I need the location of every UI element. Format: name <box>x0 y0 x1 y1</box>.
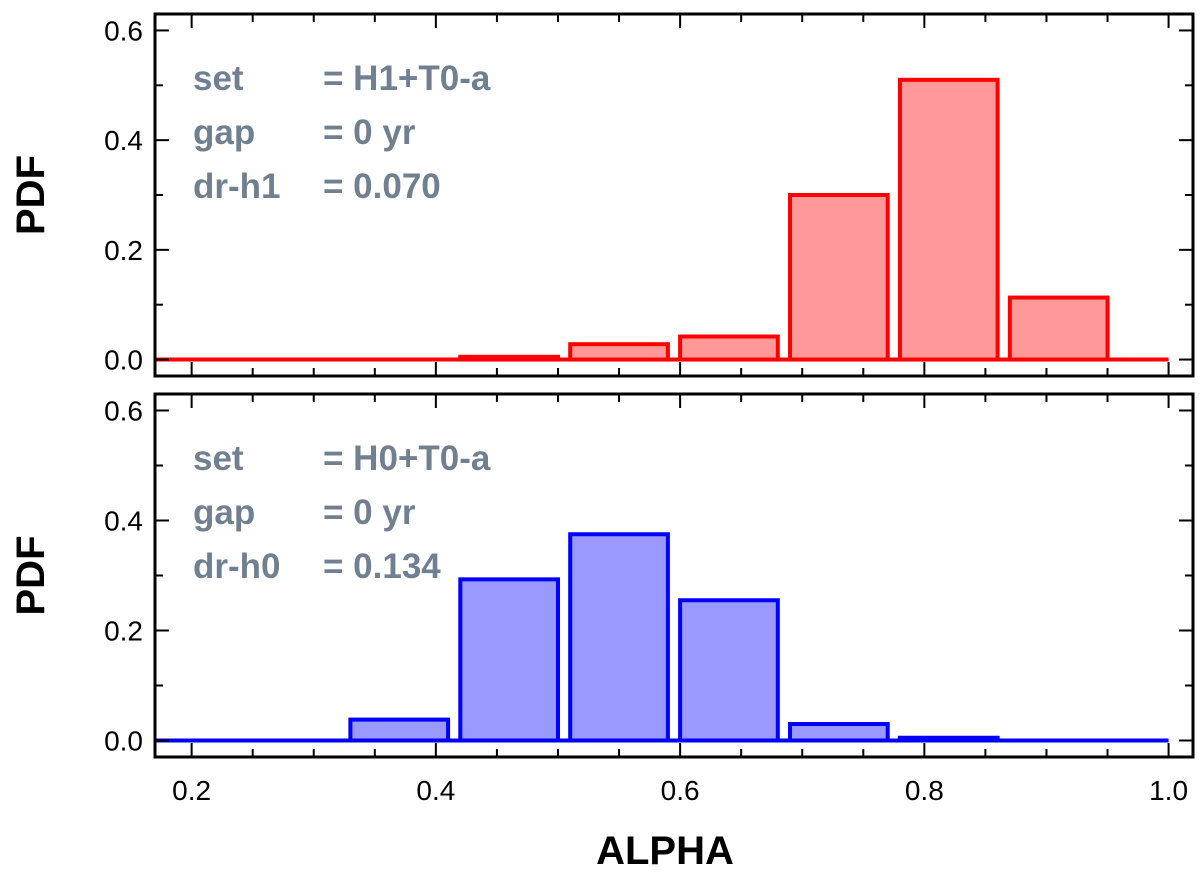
histogram-bar <box>678 598 780 743</box>
annotation-value: = 0.134 <box>323 547 441 586</box>
y-tick-label: 0.4 <box>104 506 143 537</box>
bottom-panel-y-tick-labels: 0.0 0.2 0.4 0.6 <box>104 396 143 757</box>
bottom-panel: 0.0 0.2 0.4 0.6 PDF set = H0+T0-a gap = … <box>9 392 1195 806</box>
annotation-key: gap <box>193 113 255 152</box>
top-panel-y-axis-title: PDF <box>9 155 53 235</box>
histogram-bar <box>897 77 1000 362</box>
bottom-panel-ticks <box>155 394 1193 757</box>
histogram-bar <box>568 532 670 743</box>
annotation-key: dr-h1 <box>193 167 281 206</box>
annotation-key: dr-h0 <box>193 547 281 586</box>
bottom-panel-frame <box>153 392 1195 759</box>
histogram-bar <box>788 193 890 362</box>
bottom-panel-bars <box>155 532 1169 743</box>
x-tick-label: 1.0 <box>1149 775 1188 806</box>
annotation-value: = 0 yr <box>323 493 416 532</box>
x-axis-title: ALPHA <box>596 829 734 873</box>
annotation-value: = H0+T0-a <box>323 439 491 478</box>
x-tick-label: 0.6 <box>661 775 700 806</box>
top-panel: 0.0 0.2 0.4 0.6 PDF set = H1+T0-a gap = … <box>9 12 1195 378</box>
histogram-bar <box>1007 295 1110 362</box>
histogram-bar <box>348 717 451 743</box>
y-tick-label: 0.0 <box>104 726 143 757</box>
histogram-bar <box>458 354 560 362</box>
histogram-bar <box>678 334 780 362</box>
y-tick-label: 0.6 <box>104 15 143 46</box>
x-tick-label: 0.2 <box>172 775 211 806</box>
bottom-panel-annotation: set = H0+T0-a gap = 0 yr dr-h0 = 0.134 <box>193 439 491 586</box>
histogram-bar <box>788 722 890 743</box>
top-panel-bars <box>155 77 1169 362</box>
annotation-key: set <box>193 59 244 98</box>
top-panel-frame <box>153 12 1195 378</box>
y-tick-label: 0.2 <box>104 235 143 266</box>
annotation-key: set <box>193 439 244 478</box>
y-tick-label: 0.2 <box>104 616 143 647</box>
x-tick-label: 0.8 <box>905 775 944 806</box>
annotation-value: = 0 yr <box>323 113 416 152</box>
histogram-bar <box>897 735 1000 743</box>
y-tick-label: 0.6 <box>104 396 143 427</box>
histogram-bar <box>568 342 670 362</box>
histogram-bar <box>458 577 560 743</box>
y-tick-label: 0.4 <box>104 125 143 156</box>
annotation-key: gap <box>193 493 255 532</box>
y-tick-label: 0.0 <box>104 345 143 376</box>
x-tick-labels: 0.2 0.4 0.6 0.8 1.0 <box>172 775 1188 806</box>
annotation-value: = H1+T0-a <box>323 59 491 98</box>
top-panel-annotation: set = H1+T0-a gap = 0 yr dr-h1 = 0.070 <box>193 59 491 206</box>
annotation-value: = 0.070 <box>323 167 441 206</box>
x-tick-label: 0.4 <box>416 775 455 806</box>
bottom-panel-y-axis-title: PDF <box>9 536 53 616</box>
top-panel-y-tick-labels: 0.0 0.2 0.4 0.6 <box>104 15 143 375</box>
